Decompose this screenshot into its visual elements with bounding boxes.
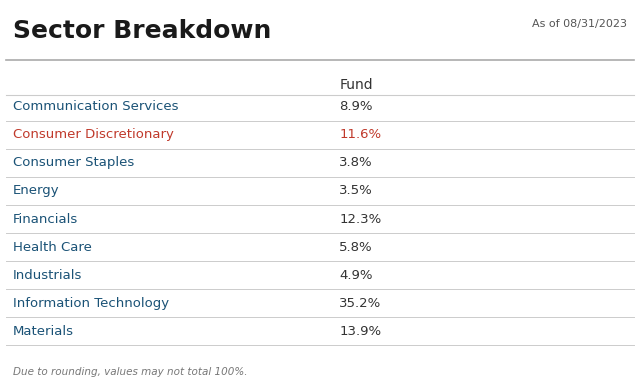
Text: 35.2%: 35.2% (339, 296, 381, 310)
Text: 11.6%: 11.6% (339, 128, 381, 142)
Text: Due to rounding, values may not total 100%.: Due to rounding, values may not total 10… (13, 367, 247, 377)
Text: As of 08/31/2023: As of 08/31/2023 (532, 19, 627, 30)
Text: 5.8%: 5.8% (339, 240, 373, 254)
Text: Financials: Financials (13, 212, 78, 226)
Text: Consumer Discretionary: Consumer Discretionary (13, 128, 173, 142)
Text: Fund: Fund (339, 78, 373, 92)
Text: Communication Services: Communication Services (13, 100, 179, 114)
Text: 4.9%: 4.9% (339, 268, 372, 282)
Text: Consumer Staples: Consumer Staples (13, 156, 134, 170)
Text: Materials: Materials (13, 324, 74, 338)
Text: Health Care: Health Care (13, 240, 92, 254)
Text: 3.8%: 3.8% (339, 156, 373, 170)
Text: 12.3%: 12.3% (339, 212, 381, 226)
Text: 3.5%: 3.5% (339, 184, 373, 198)
Text: Industrials: Industrials (13, 268, 82, 282)
Text: 13.9%: 13.9% (339, 324, 381, 338)
Text: Information Technology: Information Technology (13, 296, 169, 310)
Text: Energy: Energy (13, 184, 60, 198)
Text: Sector Breakdown: Sector Breakdown (13, 19, 271, 44)
Text: 8.9%: 8.9% (339, 100, 372, 114)
